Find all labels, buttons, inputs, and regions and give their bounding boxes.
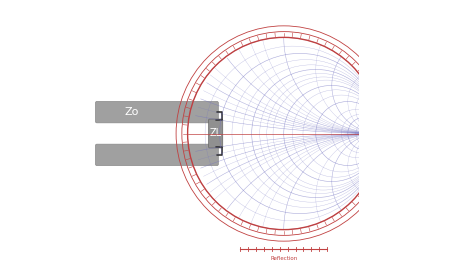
FancyBboxPatch shape (209, 119, 223, 148)
Text: ZL: ZL (210, 128, 222, 139)
FancyBboxPatch shape (95, 144, 218, 166)
Text: Reflection: Reflection (270, 256, 297, 261)
Text: Zo: Zo (124, 107, 139, 117)
FancyBboxPatch shape (95, 101, 218, 123)
